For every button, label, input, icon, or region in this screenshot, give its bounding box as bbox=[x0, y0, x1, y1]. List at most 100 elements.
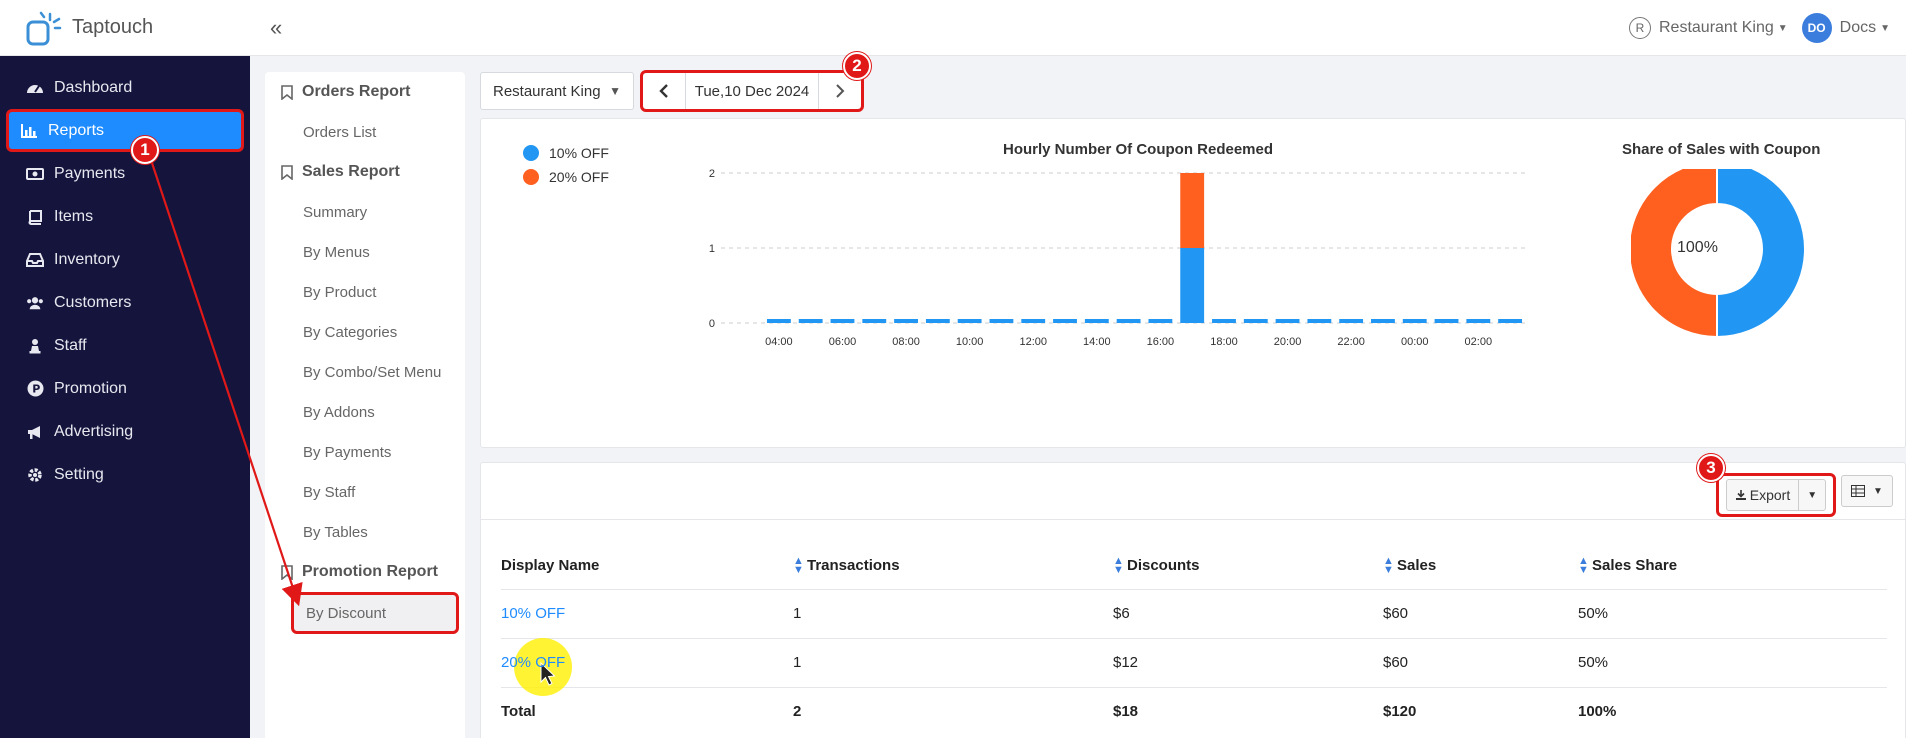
download-icon bbox=[1735, 490, 1746, 500]
bar-zero bbox=[830, 319, 855, 323]
restaurant-select[interactable]: Restaurant King ▼ bbox=[480, 72, 634, 110]
bar-zero bbox=[1148, 319, 1173, 323]
export-caret-button[interactable]: ▼ bbox=[1807, 489, 1818, 501]
sort-icon: ▲ ▼ bbox=[1578, 554, 1589, 576]
collapse-sidebar-icon[interactable]: « bbox=[270, 14, 283, 40]
book-icon bbox=[26, 208, 44, 226]
discount-link[interactable]: 10% OFF bbox=[501, 605, 566, 622]
users-icon bbox=[26, 294, 44, 312]
chart-card: 10% OFF 20% OFF Hourly Number Of Coupon … bbox=[480, 118, 1906, 448]
date-display[interactable]: Tue,10 Dec 2024 bbox=[685, 73, 819, 109]
bar-zero bbox=[1402, 319, 1427, 323]
megaphone-icon bbox=[26, 423, 44, 441]
discount-table-card: Export ▼ ▼ Display Name ▲ ▼ Transactions ▲… bbox=[480, 462, 1906, 738]
sidebar-item-items[interactable]: Items bbox=[6, 195, 244, 238]
export-main[interactable]: Export bbox=[1727, 480, 1800, 510]
export-label: Export bbox=[1749, 487, 1791, 503]
bar-zero bbox=[1307, 319, 1332, 323]
sidebar-item-label: Setting bbox=[54, 465, 104, 483]
submenu-by-tables[interactable]: By Tables bbox=[303, 523, 368, 541]
submenu-by-categories[interactable]: By Categories bbox=[303, 323, 398, 341]
col-display-name[interactable]: Display Name bbox=[501, 543, 793, 590]
legend-item[interactable]: 20% OFF bbox=[523, 165, 609, 189]
table-row: 10% OFF 1 $6 $60 50% bbox=[501, 589, 1887, 639]
sidebar-item-setting[interactable]: Setting bbox=[6, 453, 244, 496]
bar-zero bbox=[989, 319, 1014, 323]
sidebar-item-customers[interactable]: Customers bbox=[6, 281, 244, 324]
sidebar-item-reports[interactable]: Reports bbox=[6, 109, 244, 152]
prev-day-button[interactable] bbox=[643, 73, 685, 109]
col-transactions[interactable]: ▲ ▼ Transactions bbox=[793, 543, 1113, 590]
sidebar-item-promotion[interactable]: P Promotion bbox=[6, 367, 244, 410]
export-button[interactable]: Export ▼ bbox=[1725, 479, 1827, 511]
user-name: Docs bbox=[1839, 19, 1877, 36]
donut-slice[interactable] bbox=[1716, 169, 1806, 339]
user-menu[interactable]: DO Docs ▼ bbox=[1801, 13, 1890, 43]
brand[interactable]: Taptouch bbox=[0, 0, 250, 56]
sidebar-item-advertising[interactable]: Advertising bbox=[6, 410, 244, 453]
columns-toggle-button[interactable]: ▼ bbox=[1841, 475, 1893, 507]
col-discounts[interactable]: ▲ ▼ Discounts bbox=[1113, 543, 1383, 590]
sidebar-item-payments[interactable]: Payments bbox=[6, 152, 244, 195]
submenu-by-discount[interactable]: By Discount bbox=[291, 592, 459, 634]
x-tick-label: 22:00 bbox=[1337, 336, 1365, 348]
bar-zero bbox=[1275, 319, 1300, 323]
sales-report-header[interactable]: Sales Report bbox=[265, 152, 465, 192]
donut-center-label: 100% bbox=[1677, 239, 1718, 256]
bookmark-icon bbox=[281, 164, 293, 180]
donut-slice[interactable] bbox=[1631, 169, 1718, 339]
annotation-badge-3: 3 bbox=[1697, 454, 1725, 482]
chess-pawn-icon bbox=[26, 337, 44, 355]
orders-report-header[interactable]: Orders Report bbox=[265, 72, 465, 112]
sidebar-item-label: Dashboard bbox=[54, 78, 133, 96]
discount-table: Display Name ▲ ▼ Transactions ▲ ▼ Discounts … bbox=[501, 543, 1887, 736]
promotion-report-header[interactable]: Promotion Report bbox=[265, 552, 465, 592]
legend-label: 10% OFF bbox=[549, 145, 609, 161]
chart-legend: 10% OFF 20% OFF bbox=[523, 141, 609, 189]
sidebar-item-dashboard[interactable]: Dashboard bbox=[6, 66, 244, 109]
sidebar: Taptouch Dashboard Reports Payments Item… bbox=[0, 0, 250, 738]
x-tick-label: 02:00 bbox=[1465, 336, 1493, 348]
section-label: Promotion Report bbox=[302, 563, 438, 580]
cell-sales-share: 50% bbox=[1578, 638, 1887, 688]
submenu-orders-list[interactable]: Orders List bbox=[303, 123, 377, 141]
sidebar-item-inventory[interactable]: Inventory bbox=[6, 238, 244, 281]
discount-link[interactable]: 20% OFF bbox=[501, 654, 566, 671]
restaurant-switcher[interactable]: R Restaurant King ▼ bbox=[1629, 17, 1788, 39]
bar-zero bbox=[1053, 319, 1077, 323]
submenu-summary[interactable]: Summary bbox=[303, 203, 368, 221]
col-sales-share[interactable]: ▲ ▼ Sales Share bbox=[1578, 543, 1887, 590]
submenu-by-addons[interactable]: By Addons bbox=[303, 403, 375, 421]
submenu-by-combo-set-menu[interactable]: By Combo/Set Menu bbox=[303, 363, 442, 381]
bar-zero bbox=[894, 319, 918, 323]
bar-zero bbox=[1084, 319, 1109, 323]
bar-zero bbox=[798, 319, 823, 323]
table-grid-icon bbox=[1851, 485, 1866, 497]
next-day-button[interactable] bbox=[819, 73, 861, 109]
caret-down-icon: ▼ bbox=[1873, 485, 1883, 497]
sidebar-item-staff[interactable]: Staff bbox=[6, 324, 244, 367]
cell-display-name[interactable]: 10% OFF bbox=[501, 589, 793, 639]
svg-text:P: P bbox=[32, 383, 40, 396]
sidebar-item-label: Payments bbox=[54, 164, 126, 182]
restaurant-r-icon: R bbox=[1629, 17, 1651, 39]
sort-icon: ▲ ▼ bbox=[793, 554, 804, 576]
legend-item[interactable]: 10% OFF bbox=[523, 141, 609, 165]
submenu-by-menus[interactable]: By Menus bbox=[303, 243, 370, 261]
submenu-by-staff[interactable]: By Staff bbox=[303, 483, 356, 501]
column-label: Discounts bbox=[1127, 556, 1200, 574]
cell-transactions: 1 bbox=[793, 589, 1113, 639]
col-sales[interactable]: ▲ ▼ Sales bbox=[1383, 543, 1578, 590]
x-tick-label: 18:00 bbox=[1210, 336, 1238, 348]
x-tick-label: 06:00 bbox=[829, 336, 857, 348]
submenu-by-product[interactable]: By Product bbox=[303, 283, 377, 301]
cell-total-label: Total bbox=[501, 703, 536, 721]
bar-segment bbox=[1180, 173, 1205, 248]
caret-down-icon: ▼ bbox=[1777, 22, 1788, 34]
cell-total-discounts: $18 bbox=[1113, 703, 1139, 721]
bar-zero bbox=[1243, 319, 1268, 323]
submenu-by-payments[interactable]: By Payments bbox=[303, 443, 392, 461]
bar-zero bbox=[1434, 319, 1459, 323]
bar-chart-icon bbox=[20, 122, 38, 140]
bar-zero bbox=[925, 319, 950, 323]
